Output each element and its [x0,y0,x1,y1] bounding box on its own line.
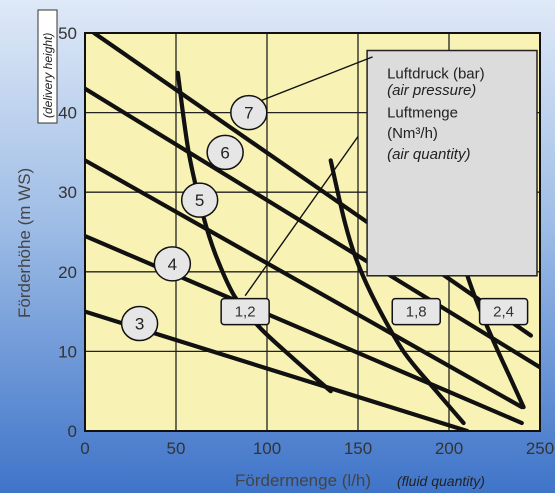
x-tick-label-4: 200 [435,439,463,458]
pressure-label-bubble-5 [180,182,219,218]
x-axis-label: Fördermenge (l/h) [235,471,371,490]
y-axis-note: (delivery height) [41,33,55,118]
y-tick-label-0: 0 [68,422,77,441]
tick-labels: 0 50 100 150 200 250 0 10 20 30 40 50 [58,24,554,458]
y-axis-label: Förderhöhe (m WS) [15,168,34,318]
y-tick-label-5: 50 [58,24,77,43]
pressure-label-5: 5 [195,191,204,210]
air-quantity-label-box-1-8 [391,297,441,326]
leader-line-1 [244,136,359,297]
x-tick-label-5: 250 [526,439,554,458]
legend: Luftdruck (bar)(air pressure) Luftmenge (N… [244,49,538,297]
pressure-label-7: 7 [244,104,253,123]
curves [85,33,540,431]
legend-line-4: (air quantity) [387,146,470,163]
x-tick-label-0: 0 [80,439,89,458]
legend-line-2: Luftmenge [387,104,458,121]
plot-frame [84,32,541,432]
air-quantity-label-2-4: 2,4 [493,304,514,321]
pressure-label-3: 3 [135,315,144,334]
pressure-line-6 [85,86,540,370]
pressure-label-6: 6 [220,143,229,162]
pressure-label-bubble-7 [230,94,268,131]
x-tick-label-2: 100 [253,439,281,458]
air-quantity-curve-1-2 [175,70,333,394]
pressure-line-7 [92,33,533,338]
pressure-label-bubble-6 [206,134,244,171]
pressure-label-bubble-3 [120,305,159,342]
y-tick-label-3: 30 [58,183,77,202]
leader-line-0 [250,56,373,106]
x-axis-note: (fluid quantity) [397,473,485,489]
y-tick-label-4: 40 [58,104,77,123]
x-tick-label-3: 150 [344,439,372,458]
legend-line-0: Luftdruck (bar) [387,65,485,82]
air-quantity-label-box-1-2 [220,297,270,326]
x-tick-label-1: 50 [167,439,186,458]
y-tick-label-1: 10 [58,342,77,361]
pressure-line-5 [85,158,524,410]
air-quantity-label-1-2: 1,2 [235,304,256,321]
air-quantity-curve-1-8 [328,158,466,426]
pressure-label-bubble-4 [153,246,192,282]
pressure-label-4: 4 [168,255,177,274]
air-quantity-label-box-2-4 [478,297,529,326]
legend-line-3: (Nm³/h) [387,125,438,142]
series-labels: 7 6 5 4 3 1,2 1,8 2,4 [120,94,529,342]
y-tick-label-2: 20 [58,263,77,282]
y-axis-note-box [37,9,58,124]
air-quantity-label-1-8: 1,8 [406,304,427,321]
legend-line-1: (air pressure) [387,82,476,99]
legend-box [366,49,538,277]
air-quantity-curve-2-4 [456,245,526,410]
